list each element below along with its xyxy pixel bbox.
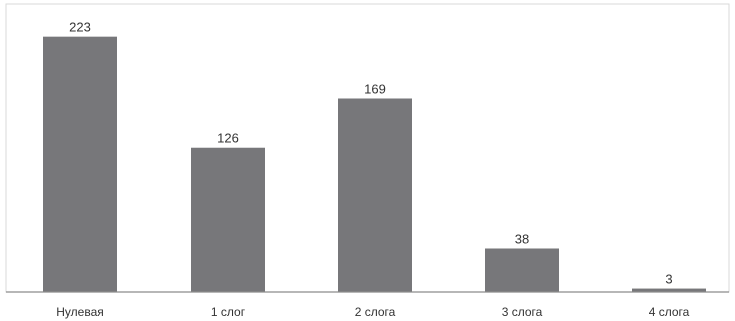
- x-tick-label-2: 1 слог: [211, 305, 246, 319]
- bar-3: [338, 98, 412, 293]
- x-tick-label-3: 2 слога: [355, 305, 396, 319]
- bar-4: [485, 248, 559, 292]
- data-label-2: 126: [217, 131, 239, 146]
- bar-5: [632, 288, 706, 292]
- bars-group: [43, 36, 706, 293]
- data-labels-group: 223 126 169 38 3: [69, 20, 672, 287]
- x-tick-label-5: 4 слога: [649, 305, 690, 319]
- data-label-1: 223: [69, 20, 91, 35]
- x-axis-tick-labels: Нулевая 1 слог 2 слога 3 слога 4 слога: [56, 305, 689, 319]
- bar-2: [191, 147, 265, 292]
- data-label-5: 3: [665, 272, 672, 287]
- data-label-4: 38: [515, 231, 529, 246]
- bar-1: [43, 36, 117, 292]
- x-tick-label-4: 3 слога: [502, 305, 543, 319]
- data-label-3: 169: [364, 81, 386, 96]
- x-tick-label-1: Нулевая: [56, 305, 104, 319]
